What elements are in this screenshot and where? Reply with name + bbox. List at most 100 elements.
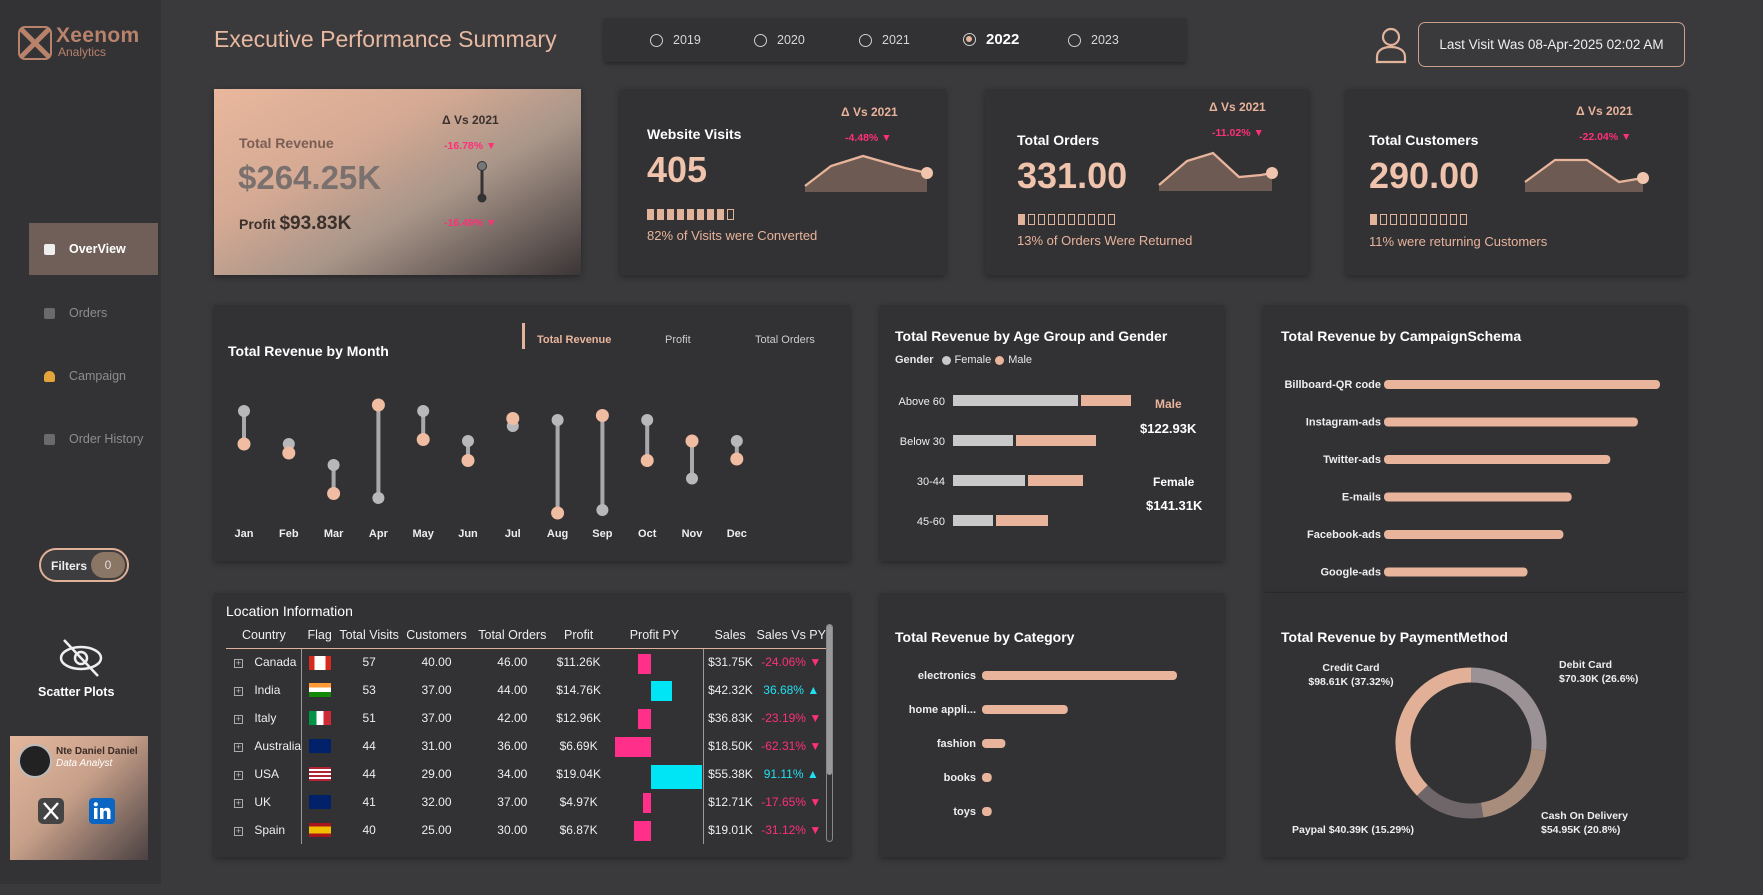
year-option-2020[interactable]: 2020 <box>754 33 805 47</box>
sales-vs-py-value: -23.19% <box>761 711 806 725</box>
year-option-2021[interactable]: 2021 <box>859 33 910 47</box>
scatter-plots-label[interactable]: Scatter Plots <box>38 685 115 699</box>
panel-title: Total Revenue by CampaignSchema <box>1281 328 1522 344</box>
campaign-label: E-mails <box>1342 492 1381 504</box>
nav-overview[interactable]: OverView <box>29 223 158 275</box>
table-row[interactable]: + Australia 44 31.00 36.00 $6.69K $18.50K -62.… <box>226 732 826 760</box>
expand-icon[interactable]: + <box>234 770 243 780</box>
month-tick-label: Nov <box>682 528 704 540</box>
category-bar-chart: electronics home appli... fashion books toys <box>909 670 1177 818</box>
month-tick-label: Mar <box>324 528 344 540</box>
filters-button[interactable]: Filters 0 <box>39 548 129 582</box>
expand-icon[interactable]: + <box>234 742 243 752</box>
month-tick-label: Feb <box>279 528 299 540</box>
arrow-down-icon: ▼ <box>809 711 822 725</box>
col-total-visits[interactable]: Total Visits <box>337 622 401 649</box>
user-icon[interactable] <box>1374 26 1408 64</box>
delta-header: Δ Vs 2021 <box>1209 100 1266 114</box>
nav-order-history[interactable]: Order History <box>29 413 158 465</box>
brand-name: Xeenom <box>56 24 140 47</box>
delta-value: -11.02% <box>1212 127 1251 139</box>
table-row[interactable]: + UK 41 32.00 37.00 $4.97K $12.71K -17.65% ▼ <box>226 788 826 816</box>
male-dot-icon <box>995 355 1005 365</box>
col-total-orders[interactable]: Total Orders <box>472 622 553 649</box>
expand-icon[interactable]: + <box>234 658 243 669</box>
dumbbell-dot-peach <box>551 506 565 520</box>
legend-total-revenue[interactable]: Total Revenue <box>537 334 612 346</box>
customers-sparkline <box>1524 158 1649 192</box>
table-row[interactable]: + USA 44 29.00 34.00 $19.04K $55.38K 91.11% ▲ <box>226 760 826 789</box>
col-sales-vs-py[interactable]: Sales Vs PY <box>756 622 826 649</box>
profit-py-bar <box>650 681 672 701</box>
radio-icon <box>1068 33 1081 47</box>
month-tick-label: Jun <box>458 528 478 540</box>
dumbbell-dot-peach <box>327 487 341 500</box>
female-total-label: Female <box>1153 475 1195 489</box>
expand-icon[interactable]: + <box>234 686 243 696</box>
table-scrollbar[interactable] <box>826 624 833 842</box>
profit-py-cell <box>604 816 705 844</box>
legend-profit[interactable]: Profit <box>665 334 691 346</box>
total-revenue-card: Total Revenue $264.25K Profit $93.83K Δ … <box>214 89 581 275</box>
col-flag[interactable]: Flag <box>301 622 338 649</box>
nav-campaign[interactable]: Campaign <box>29 350 158 402</box>
col-profit[interactable]: Profit <box>552 622 605 649</box>
sales-vs-py-value: -62.31% <box>761 739 806 753</box>
dumbbell-dot-peach <box>371 398 385 412</box>
legend-male[interactable]: Male <box>1008 354 1033 366</box>
table-row[interactable]: + Italy 51 37.00 42.00 $12.96K $36.83K -23.19%… <box>226 704 826 732</box>
profit-py-bar <box>614 737 651 757</box>
legend-female[interactable]: Female <box>954 354 992 366</box>
expand-icon[interactable]: + <box>234 826 243 836</box>
year-label: 2020 <box>777 33 805 47</box>
year-option-2022[interactable]: 2022 <box>963 31 1019 48</box>
location-table: Country Flag Total Visits Customers Tota… <box>226 622 826 844</box>
x-twitter-icon[interactable] <box>38 798 64 824</box>
male-bar <box>1016 435 1096 446</box>
orders-cell: 30.00 <box>497 823 528 837</box>
dumbbell-dot-gray <box>551 414 564 426</box>
table-row[interactable]: + Spain 40 25.00 30.00 $6.87K $19.01K -31.12% … <box>226 816 826 844</box>
sales-vs-py-cell: 36.68% ▲ <box>756 676 826 704</box>
profile-card: Nte Daniel Daniel Data Analyst <box>10 736 148 860</box>
month-dumbbell-chart: Jan Feb Mar Apr May Jun Jul Aug Sep Oct Nov Dec <box>235 398 747 540</box>
year-label: 2022 <box>986 31 1020 48</box>
filters-label: Filters <box>51 559 88 573</box>
dumbbell-dot-peach <box>685 434 699 448</box>
page-title: Executive Performance Summary <box>214 26 557 52</box>
col-profit-py[interactable]: Profit PY <box>604 622 704 649</box>
orders-cell: 46.00 <box>497 655 528 670</box>
kpi-sub: 82% of Visits were Converted <box>647 228 818 243</box>
campaign-label: Facebook-ads <box>1307 529 1381 541</box>
scrollbar-thumb[interactable] <box>827 625 832 775</box>
expand-icon[interactable]: + <box>234 714 243 724</box>
year-option-2019[interactable]: 2019 <box>650 33 701 47</box>
customers-cell: 31.00 <box>421 739 452 753</box>
table-row[interactable]: + India 53 37.00 44.00 $14.76K $42.32K 36.68% … <box>226 676 826 704</box>
profit-py-cell <box>604 704 705 732</box>
expand-icon[interactable]: + <box>234 798 243 808</box>
payment-value: $54.95K (20.8%) <box>1541 824 1620 836</box>
radio-icon <box>859 33 872 47</box>
revenue-by-month-panel: Total Revenue by Month Total Revenue Pro… <box>214 305 850 561</box>
orders-cell: 42.00 <box>497 711 528 725</box>
panel-title: Total Revenue by Category <box>895 629 1075 645</box>
country-name: Canada <box>254 655 297 670</box>
male-bar <box>1028 475 1083 486</box>
col-country[interactable]: Country <box>226 622 302 649</box>
table-row[interactable]: + Canada 57 40.00 46.00 $11.26K $31.75K -24.06… <box>226 648 826 676</box>
delta-value: -16.49% <box>444 217 484 229</box>
nav-orders[interactable]: Orders <box>29 287 158 339</box>
campaign-label: Billboard-QR code <box>1284 379 1381 391</box>
gender-legend: Gender Female Male <box>895 354 1032 366</box>
linkedin-icon[interactable] <box>89 798 115 824</box>
orders-cell: 36.00 <box>497 739 528 753</box>
eye-off-icon[interactable] <box>58 636 104 678</box>
payment-value: $98.61K (37.32%) <box>1308 676 1393 688</box>
col-customers[interactable]: Customers <box>400 622 473 649</box>
col-sales[interactable]: Sales <box>703 622 757 649</box>
year-option-2023[interactable]: 2023 <box>1068 33 1119 47</box>
profit-py-bar <box>650 765 703 789</box>
legend-total-orders[interactable]: Total Orders <box>755 334 815 346</box>
country-name: UK <box>254 795 272 809</box>
